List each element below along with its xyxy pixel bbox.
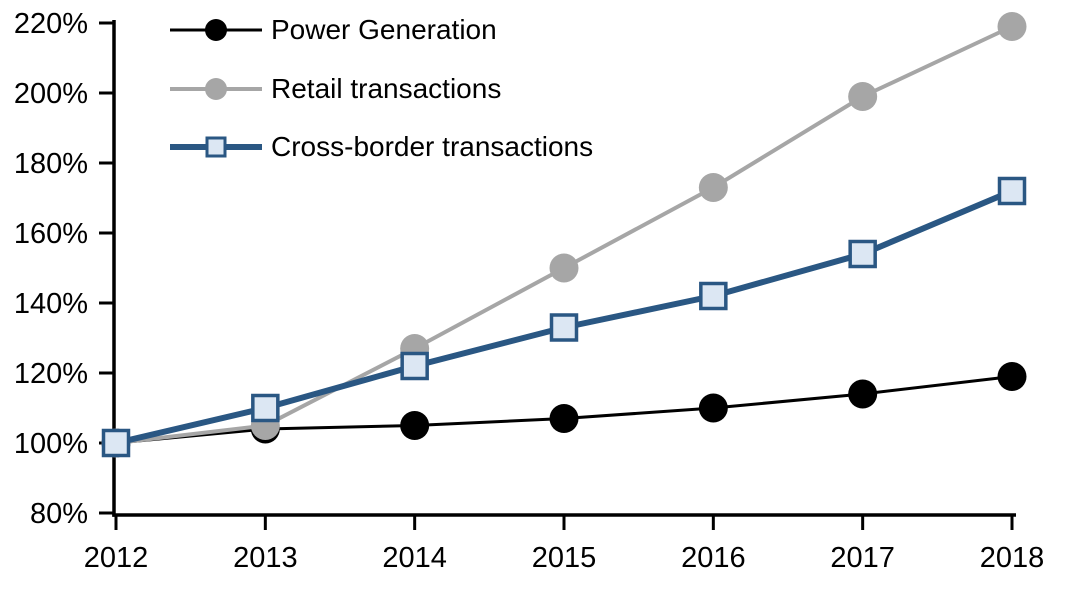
legend-label: Cross-border transactions: [271, 130, 594, 162]
legend-label: Retail transactions: [271, 72, 502, 104]
data-point-power-generation: [848, 379, 878, 409]
data-point-retail-transactions: [848, 82, 878, 111]
data-point-cross-border-transactions: [997, 176, 1027, 206]
x-axis-tick-label: 2018: [980, 542, 1045, 574]
data-point-power-generation: [698, 393, 728, 423]
x-axis-tick-label: 2013: [233, 542, 298, 574]
legend-swatch: [170, 12, 262, 48]
data-point-retail-transactions: [997, 12, 1027, 41]
data-point-power-generation: [400, 411, 430, 440]
data-point-cross-border-transactions: [251, 393, 280, 423]
data-point-cross-border-transactions: [848, 239, 877, 269]
data-point-retail-transactions: [698, 173, 728, 202]
data-point-cross-border-transactions: [549, 313, 579, 342]
y-axis-tick-label: 160%: [14, 218, 88, 250]
x-axis-tick-label: 2017: [830, 542, 895, 574]
y-axis-tick-label: 220%: [14, 8, 88, 40]
legend-item-retail-transactions: Retail transactions: [170, 71, 501, 107]
y-axis-tick-label: 200%: [14, 78, 88, 110]
circle-marker-icon: [205, 19, 227, 41]
data-point-power-generation: [549, 404, 579, 433]
legend-swatch: [170, 71, 262, 107]
y-axis-tick-label: 140%: [14, 288, 88, 320]
x-axis-tick-label: 2012: [84, 542, 149, 574]
chart-legend: Power Generation Retail transactions Cro…: [170, 0, 690, 180]
y-axis-tick-label: 120%: [14, 358, 88, 390]
x-axis-tick-label: 2015: [532, 542, 597, 574]
y-axis-tick-label: 180%: [14, 148, 88, 180]
legend-swatch: [170, 129, 262, 165]
circle-marker-icon: [205, 78, 227, 100]
x-axis-tick-label: 2014: [382, 542, 447, 574]
data-point-cross-border-transactions: [699, 281, 728, 311]
y-axis-tick-label: 100%: [14, 428, 88, 460]
x-axis-tick-label: 2016: [681, 542, 746, 574]
data-point-power-generation: [997, 362, 1027, 391]
square-marker-icon: [205, 136, 227, 158]
data-point-cross-border-transactions: [101, 428, 131, 458]
data-point-cross-border-transactions: [400, 351, 429, 381]
legend-item-power-generation: Power Generation: [170, 12, 497, 48]
y-axis-tick-label: 80%: [30, 498, 88, 530]
data-point-retail-transactions: [549, 253, 579, 283]
legend-item-cross-border-transactions: Cross-border transactions: [170, 129, 593, 165]
legend-label: Power Generation: [271, 13, 497, 45]
